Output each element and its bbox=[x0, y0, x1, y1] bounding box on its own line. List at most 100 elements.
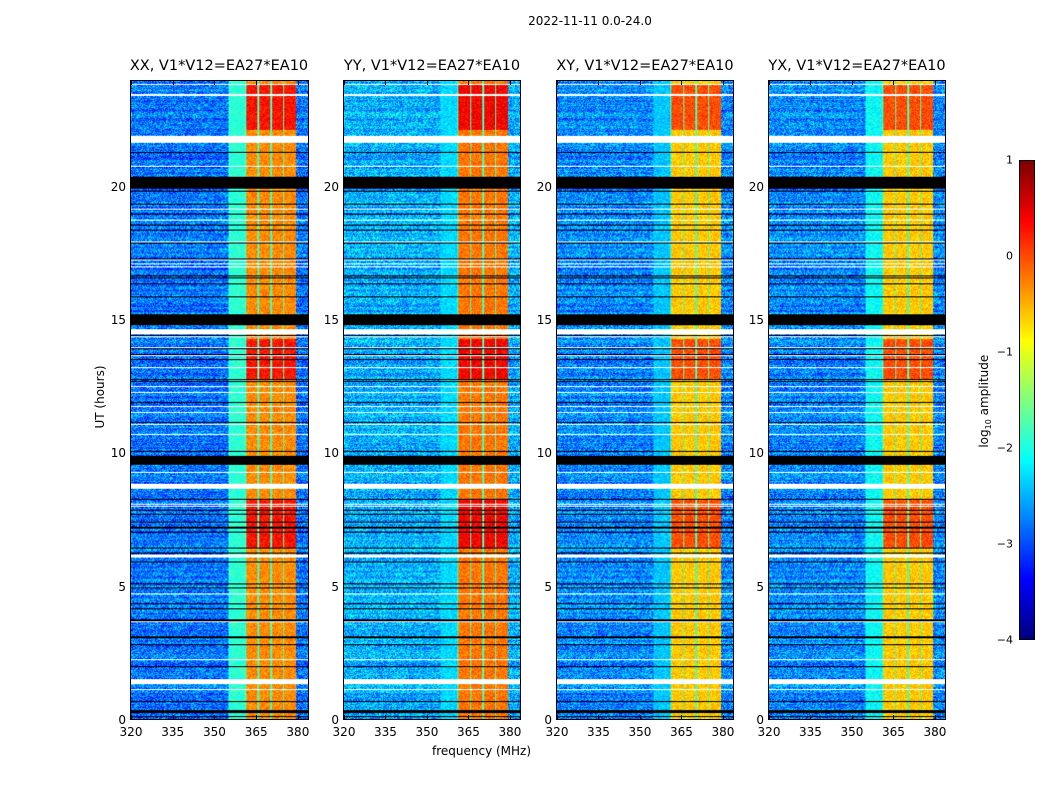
heatmap-canvas-xy bbox=[557, 81, 733, 719]
x-tick-label: 365 bbox=[244, 725, 268, 739]
y-tick-label: 5 bbox=[544, 579, 552, 594]
colorbar-tick: 0 bbox=[1006, 249, 1013, 263]
x-tick-mark bbox=[598, 80, 600, 85]
x-tick-mark bbox=[722, 715, 724, 720]
x-tick-mark bbox=[893, 715, 895, 720]
x-tick-mark bbox=[598, 715, 600, 720]
x-tick-mark bbox=[769, 715, 770, 720]
colorbar-tick: −1 bbox=[996, 345, 1013, 359]
x-tick-mark bbox=[214, 715, 216, 720]
x-tick-mark bbox=[509, 80, 511, 85]
x-tick-mark bbox=[256, 80, 258, 85]
x-tick-mark bbox=[297, 715, 299, 720]
heatmap-canvas-yx bbox=[769, 81, 945, 719]
colorbar-tick: −4 bbox=[996, 633, 1013, 647]
colorbar-label: log10 amplitude bbox=[977, 351, 993, 451]
x-tick-label: 320 bbox=[119, 725, 143, 739]
figure-suptitle: 2022-11-11 0.0-24.0 bbox=[528, 14, 652, 28]
x-tick-label: 380 bbox=[923, 725, 947, 739]
y-tick-label: 15 bbox=[110, 313, 126, 327]
heatmap-yy bbox=[343, 80, 521, 720]
x-tick-mark bbox=[344, 715, 345, 720]
colorbar-label-suffix: amplitude bbox=[976, 354, 991, 420]
x-tick-mark bbox=[851, 715, 853, 720]
heatmap-yx bbox=[768, 80, 946, 720]
panel-title-xx: XX, V1*V12=EA27*EA10 bbox=[129, 58, 309, 74]
x-tick-mark bbox=[557, 80, 558, 85]
x-tick-mark bbox=[426, 715, 428, 720]
x-tick-mark bbox=[172, 715, 174, 720]
y-tick-label: 10 bbox=[323, 446, 339, 461]
x-tick-label: 350 bbox=[202, 725, 226, 739]
y-tick-label: 15 bbox=[748, 313, 764, 327]
x-tick-label: 380 bbox=[498, 725, 522, 739]
x-tick-label: 335 bbox=[587, 725, 610, 739]
x-tick-mark bbox=[426, 80, 428, 85]
heatmap-canvas-xx bbox=[131, 81, 308, 719]
x-tick-mark bbox=[934, 715, 936, 720]
y-axis-label: UT (hours) bbox=[93, 365, 107, 429]
y-tick-label: 0 bbox=[756, 713, 764, 727]
x-tick-label: 320 bbox=[545, 725, 569, 739]
x-tick-label: 335 bbox=[799, 725, 822, 739]
x-tick-label: 350 bbox=[840, 725, 864, 739]
colorbar-label-sub: 10 bbox=[984, 419, 994, 430]
x-tick-label: 380 bbox=[711, 725, 735, 739]
panel-title-yy: YY, V1*V12=EA27*EA10 bbox=[343, 58, 521, 74]
x-tick-mark bbox=[810, 715, 812, 720]
y-tick-label: 5 bbox=[331, 579, 339, 594]
x-tick-mark bbox=[893, 80, 895, 85]
x-tick-mark bbox=[722, 80, 724, 85]
colorbar-tick: 1 bbox=[1006, 153, 1013, 167]
x-tick-label: 365 bbox=[457, 725, 480, 739]
y-tick-label: 10 bbox=[536, 446, 552, 461]
colorbar-tick: −3 bbox=[996, 537, 1013, 551]
y-tick-label: 15 bbox=[323, 313, 339, 327]
heatmap-canvas-yy bbox=[344, 81, 520, 719]
x-tick-mark bbox=[385, 80, 387, 85]
heatmap-xx bbox=[130, 80, 309, 720]
x-tick-mark bbox=[851, 80, 853, 85]
x-tick-mark bbox=[214, 80, 216, 85]
x-tick-label: 350 bbox=[415, 725, 439, 739]
x-tick-label: 320 bbox=[757, 725, 781, 739]
y-tick-label: 20 bbox=[748, 179, 764, 194]
x-tick-mark bbox=[468, 80, 470, 85]
y-tick-label: 10 bbox=[110, 446, 126, 461]
x-tick-mark bbox=[509, 715, 511, 720]
y-tick-label: 0 bbox=[544, 713, 552, 727]
x-axis-label: frequency (MHz) bbox=[432, 744, 532, 758]
x-tick-mark bbox=[681, 715, 683, 720]
heatmap-xy bbox=[556, 80, 734, 720]
y-tick-label: 5 bbox=[756, 579, 764, 594]
y-tick-label: 0 bbox=[118, 713, 126, 727]
x-tick-mark bbox=[681, 80, 683, 85]
y-tick-label: 20 bbox=[110, 179, 126, 194]
x-tick-mark bbox=[934, 80, 936, 85]
x-tick-mark bbox=[639, 80, 641, 85]
colorbar-gradient bbox=[1020, 161, 1034, 639]
x-tick-mark bbox=[810, 80, 812, 85]
x-tick-mark bbox=[385, 715, 387, 720]
x-tick-mark bbox=[297, 80, 299, 85]
x-tick-label: 335 bbox=[374, 725, 397, 739]
x-tick-mark bbox=[256, 715, 258, 720]
x-tick-label: 365 bbox=[882, 725, 905, 739]
y-tick-label: 10 bbox=[748, 446, 764, 461]
x-tick-label: 365 bbox=[670, 725, 693, 739]
y-tick-label: 5 bbox=[118, 579, 126, 594]
x-tick-label: 350 bbox=[628, 725, 652, 739]
x-tick-mark bbox=[639, 715, 641, 720]
panel-title-yx: YX, V1*V12=EA27*EA10 bbox=[768, 58, 946, 74]
x-tick-mark bbox=[131, 715, 132, 720]
x-tick-mark bbox=[131, 80, 132, 85]
colorbar bbox=[1019, 160, 1035, 640]
y-tick-label: 0 bbox=[331, 713, 339, 727]
x-tick-mark bbox=[468, 715, 470, 720]
y-tick-label: 20 bbox=[536, 179, 552, 194]
panel-title-xy: XY, V1*V12=EA27*EA10 bbox=[556, 58, 734, 74]
x-tick-label: 320 bbox=[332, 725, 356, 739]
x-tick-mark bbox=[769, 80, 770, 85]
x-tick-mark bbox=[557, 715, 558, 720]
x-tick-mark bbox=[172, 80, 174, 85]
